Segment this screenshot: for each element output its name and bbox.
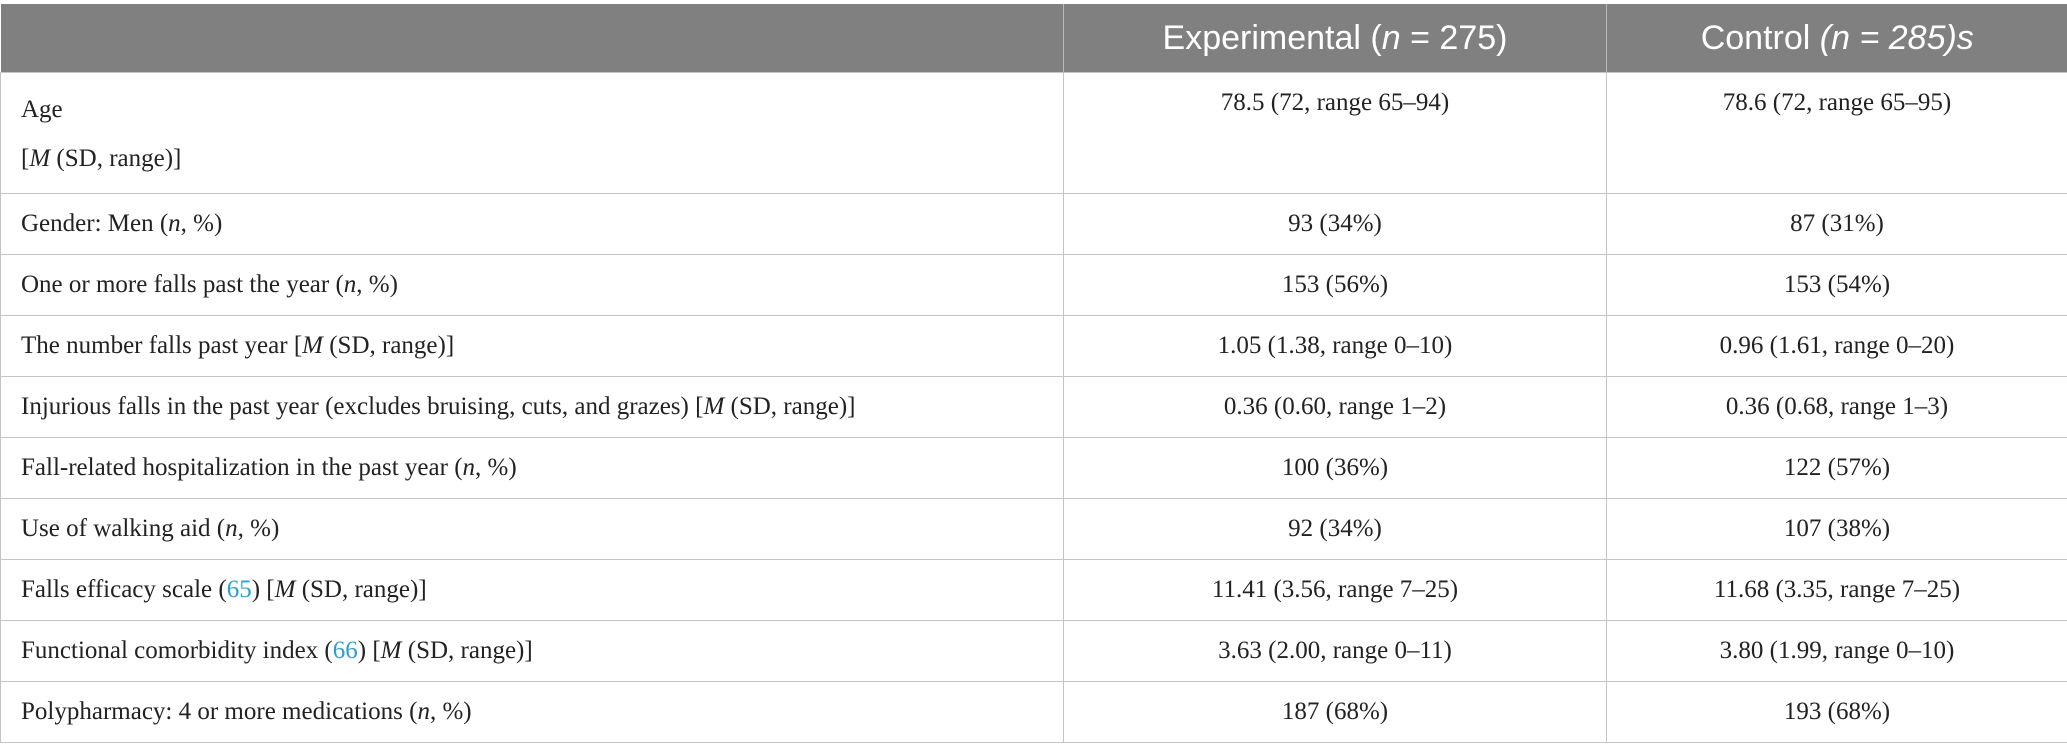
- row-label-part: [: [21, 145, 30, 172]
- row-label-part: , %): [475, 454, 517, 481]
- row-label-gender: Gender: Men (n, %): [0, 193, 1064, 255]
- row-label-part: (SD, range)]: [724, 393, 856, 420]
- header-row: Experimental (n = 275) Control (n = 285)…: [0, 4, 2067, 73]
- cell-control: 107 (38%): [1606, 498, 2067, 560]
- row-label-age: Age [M (SD, range)]: [0, 72, 1064, 194]
- row-label-comorbidity: Functional comorbidity index (66) [M (SD…: [0, 620, 1064, 682]
- cell-control: 193 (68%): [1606, 681, 2067, 743]
- row-label-italic: n: [417, 698, 430, 725]
- row-label-part: (SD, range)]: [322, 332, 455, 359]
- table-row: Polypharmacy: 4 or more medications (n, …: [0, 681, 2067, 743]
- cell-control: 0.36 (0.68, range 1–3): [1606, 376, 2067, 438]
- row-label-italic: n: [462, 454, 476, 481]
- table-row: One or more falls past the year (n, %) 1…: [0, 254, 2067, 316]
- row-label-italic: M: [302, 332, 323, 359]
- table-row: Functional comorbidity index (66) [M (SD…: [0, 620, 2067, 682]
- header-control-text: Control: [1700, 18, 1820, 57]
- row-label-part: , %): [356, 271, 398, 298]
- row-label-injurious-falls: Injurious falls in the past year (exclud…: [0, 376, 1064, 438]
- row-label-part: One or more falls past the year (: [21, 271, 344, 298]
- row-label-part: , %): [180, 210, 223, 237]
- row-label-italic: M: [380, 637, 402, 664]
- row-label-part: Functional comorbidity index (: [21, 637, 333, 664]
- row-label-italic: n: [168, 210, 181, 237]
- cell-control: 0.96 (1.61, range 0–20): [1606, 315, 2067, 377]
- row-label-part: Gender: Men (: [21, 210, 169, 237]
- reference-link[interactable]: 65: [226, 576, 252, 603]
- cell-experimental: 93 (34%): [1063, 193, 1607, 255]
- row-label-part: Injurious falls in the past year (exclud…: [21, 393, 704, 420]
- table-row: Injurious falls in the past year (exclud…: [0, 376, 2067, 438]
- table-row: Fall-related hospitalization in the past…: [0, 437, 2067, 499]
- cell-experimental: 3.63 (2.00, range 0–11): [1063, 620, 1607, 682]
- cell-experimental: 92 (34%): [1063, 498, 1607, 560]
- row-label-part: Polypharmacy: 4 or more medications (: [21, 698, 418, 725]
- row-label-part: , %): [237, 515, 280, 542]
- row-label-text: Age: [21, 96, 63, 123]
- row-label-falls-efficacy: Falls efficacy scale (65) [M (SD, range)…: [0, 559, 1064, 621]
- row-label-walking-aid: Use of walking aid (n, %): [0, 498, 1064, 560]
- row-label-falls-past-year: One or more falls past the year (n, %): [0, 254, 1064, 316]
- cell-experimental: 78.5 (72, range 65–94): [1063, 72, 1607, 194]
- cell-experimental: 11.41 (3.56, range 7–25): [1063, 559, 1607, 621]
- table-row: Falls efficacy scale (65) [M (SD, range)…: [0, 559, 2067, 621]
- cell-experimental: 100 (36%): [1063, 437, 1607, 499]
- cell-experimental: 187 (68%): [1063, 681, 1607, 743]
- header-experimental: Experimental (n = 275): [1063, 4, 1607, 73]
- row-label-part: ) [: [357, 637, 381, 664]
- cell-control: 78.6 (72, range 65–95): [1606, 72, 2067, 194]
- header-control: Control (n = 285)s: [1606, 4, 2067, 73]
- reference-link[interactable]: 66: [332, 637, 358, 664]
- row-label-hospitalization: Fall-related hospitalization in the past…: [0, 437, 1064, 499]
- cell-control: 11.68 (3.35, range 7–25): [1606, 559, 2067, 621]
- row-label-italic: M: [274, 576, 296, 603]
- header-control-count: (n = 285)s: [1819, 18, 1974, 57]
- table-row: The number falls past year [M (SD, range…: [0, 315, 2067, 377]
- header-empty-cell: [0, 4, 1064, 73]
- baseline-characteristics-table: Experimental (n = 275) Control (n = 285)…: [0, 4, 2067, 743]
- row-label-number-falls: The number falls past year [M (SD, range…: [0, 315, 1064, 377]
- cell-control: 87 (31%): [1606, 193, 2067, 255]
- row-label-part: Use of walking aid (: [21, 515, 226, 542]
- row-label-part: (SD, range)]: [401, 637, 533, 664]
- row-label-polypharmacy: Polypharmacy: 4 or more medications (n, …: [0, 681, 1064, 743]
- row-label-part: (SD, range)]: [50, 145, 182, 172]
- cell-control: 3.80 (1.99, range 0–10): [1606, 620, 2067, 682]
- row-label-part: Fall-related hospitalization in the past…: [21, 454, 463, 481]
- table-row: Use of walking aid (n, %) 92 (34%) 107 (…: [0, 498, 2067, 560]
- cell-experimental: 0.36 (0.60, range 1–2): [1063, 376, 1607, 438]
- row-label-part: , %): [429, 698, 472, 725]
- table-row: Gender: Men (n, %) 93 (34%) 87 (31%): [0, 193, 2067, 255]
- cell-control: 122 (57%): [1606, 437, 2067, 499]
- cell-experimental: 1.05 (1.38, range 0–10): [1063, 315, 1607, 377]
- table-row: Age [M (SD, range)] 78.5 (72, range 65–9…: [0, 72, 2067, 194]
- cell-experimental: 153 (56%): [1063, 254, 1607, 316]
- cell-control: 153 (54%): [1606, 254, 2067, 316]
- row-label-part: The number falls past year [: [21, 332, 303, 359]
- row-label-italic: n: [225, 515, 238, 542]
- row-label-part: Falls efficacy scale (: [21, 576, 227, 603]
- row-label-italic: M: [703, 393, 725, 420]
- header-experimental-count: = 275): [1400, 18, 1508, 57]
- row-label-part: ) [: [251, 576, 275, 603]
- header-experimental-text: Experimental (: [1162, 18, 1382, 57]
- row-label-italic: M: [29, 145, 51, 172]
- row-label-italic: n: [343, 271, 357, 298]
- header-experimental-n: n: [1381, 18, 1401, 57]
- row-label-part: (SD, range)]: [295, 576, 427, 603]
